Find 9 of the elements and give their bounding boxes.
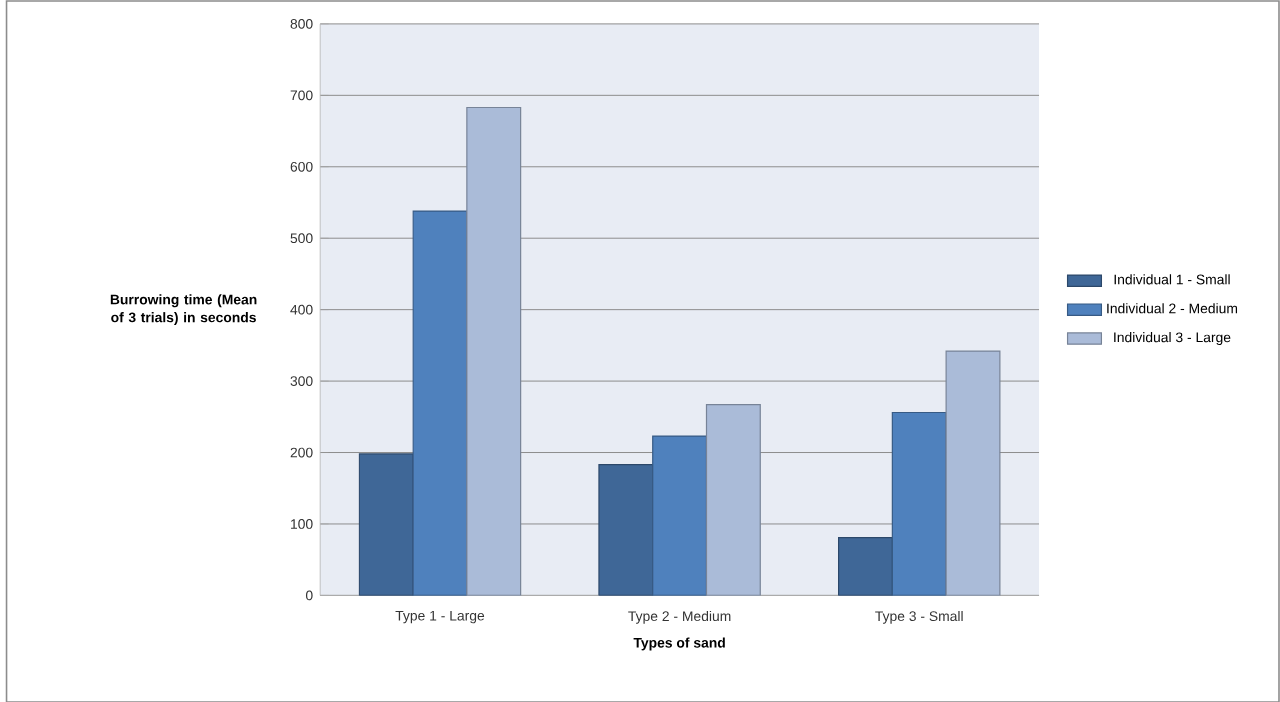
bar [891, 411, 947, 595]
bar [412, 210, 468, 595]
bar [837, 536, 893, 595]
bar [358, 452, 414, 595]
bar [652, 435, 708, 595]
bar [945, 350, 1001, 595]
bar [705, 403, 761, 595]
bar [598, 463, 654, 595]
bar [466, 106, 522, 595]
